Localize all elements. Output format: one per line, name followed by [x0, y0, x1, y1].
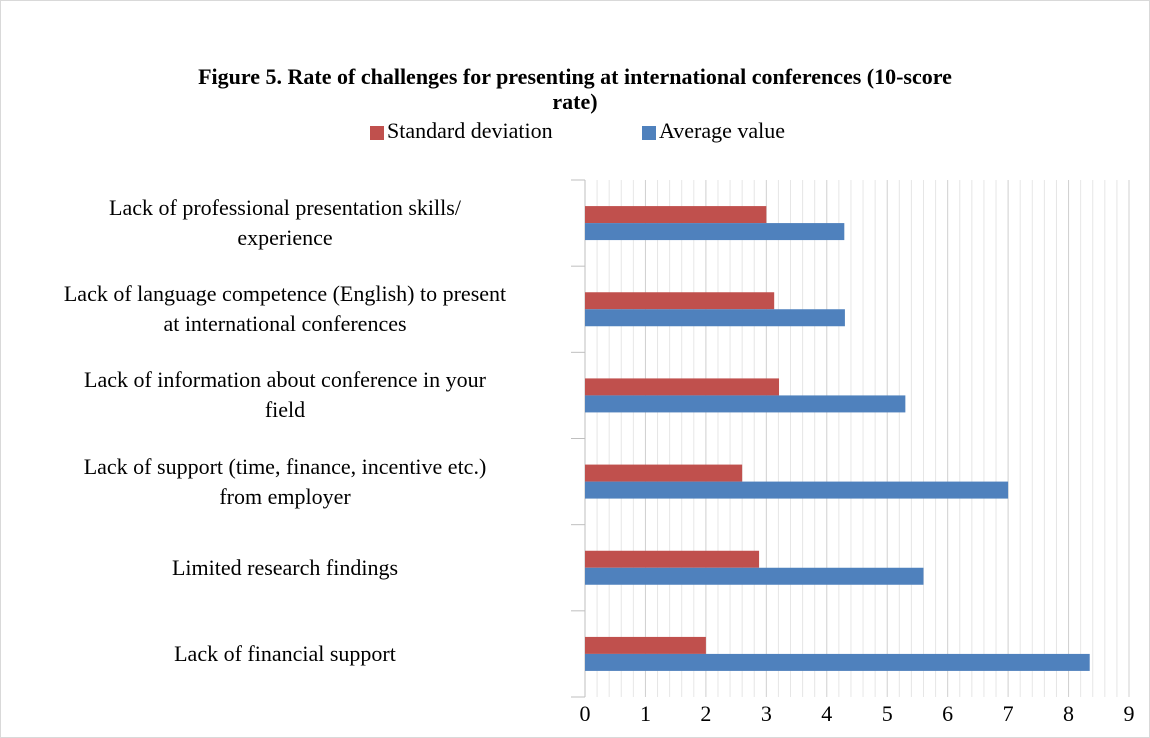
chart-title: Figure 5. Rate of challenges for present…	[198, 64, 952, 114]
legend-label: Standard deviation	[387, 118, 553, 143]
x-tick-label: 2	[700, 701, 711, 726]
bar	[585, 206, 767, 224]
bar	[585, 292, 775, 310]
bar	[585, 223, 845, 241]
bar	[585, 636, 706, 654]
x-tick-label: 1	[640, 701, 651, 726]
bar	[585, 378, 780, 396]
y-tick-label: Lack of information about conference in …	[84, 367, 486, 423]
legend-label: Average value	[659, 118, 785, 143]
bar	[585, 395, 906, 413]
legend-swatch	[370, 126, 384, 140]
y-tick-label: Limited research findings	[171, 554, 399, 580]
bar	[585, 309, 845, 327]
y-tick-label: Lack of financial support	[174, 640, 396, 666]
bar	[585, 653, 1090, 671]
x-tick-label: 3	[761, 701, 772, 726]
x-tick-label: 7	[1003, 701, 1014, 726]
y-tick-label: Lack of language competence (English) to…	[63, 281, 507, 337]
y-tick-label: Lack of support (time, finance, incentiv…	[83, 453, 487, 509]
x-tick-label: 8	[1063, 701, 1074, 726]
bar	[585, 567, 924, 585]
bar	[585, 550, 760, 568]
x-tick-label: 5	[882, 701, 893, 726]
x-tick-label: 6	[942, 701, 953, 726]
x-tick-label: 4	[821, 701, 832, 726]
x-tick-label: 0	[580, 701, 591, 726]
x-tick-label: 9	[1124, 701, 1135, 726]
bar	[585, 464, 743, 482]
y-tick-label: Lack of professional presentation skills…	[109, 195, 461, 251]
legend-swatch	[642, 126, 656, 140]
bar	[585, 481, 1009, 499]
